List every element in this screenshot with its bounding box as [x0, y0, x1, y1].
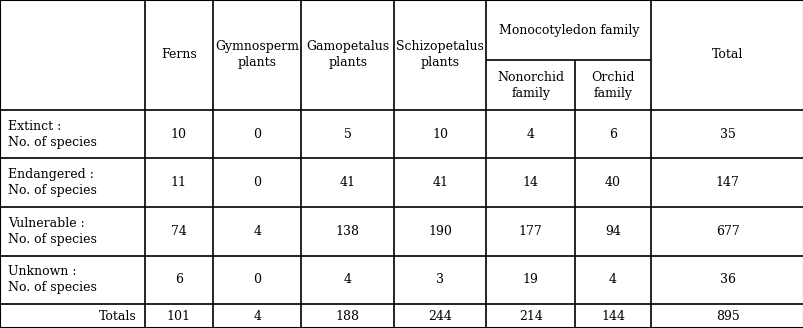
- Text: Unknown :
No. of species: Unknown : No. of species: [8, 265, 97, 294]
- Text: 0: 0: [253, 176, 261, 189]
- Text: 101: 101: [167, 310, 190, 322]
- Text: 214: 214: [518, 310, 542, 322]
- Text: Ferns: Ferns: [161, 49, 197, 61]
- Text: Monocotyledon family: Monocotyledon family: [498, 24, 638, 37]
- Text: 4: 4: [253, 225, 261, 238]
- Text: 895: 895: [715, 310, 739, 322]
- Text: 144: 144: [601, 310, 624, 322]
- Text: 0: 0: [253, 273, 261, 286]
- Text: Totals: Totals: [99, 310, 137, 322]
- Text: 14: 14: [522, 176, 538, 189]
- Text: 138: 138: [336, 225, 359, 238]
- Text: 190: 190: [428, 225, 451, 238]
- Text: 41: 41: [340, 176, 355, 189]
- Text: 3: 3: [436, 273, 443, 286]
- Text: 19: 19: [522, 273, 538, 286]
- Text: 74: 74: [171, 225, 186, 238]
- Text: 41: 41: [432, 176, 447, 189]
- Text: Vulnerable :
No. of species: Vulnerable : No. of species: [8, 217, 97, 246]
- Text: 0: 0: [253, 128, 261, 141]
- Text: 177: 177: [518, 225, 542, 238]
- Text: 11: 11: [171, 176, 186, 189]
- Text: 5: 5: [344, 128, 351, 141]
- Text: 10: 10: [171, 128, 186, 141]
- Text: Endangered :
No. of species: Endangered : No. of species: [8, 168, 97, 197]
- Text: 10: 10: [432, 128, 447, 141]
- Text: 35: 35: [719, 128, 735, 141]
- Text: Gamopetalus
plants: Gamopetalus plants: [306, 40, 389, 70]
- Text: 188: 188: [336, 310, 359, 322]
- Text: Extinct :
No. of species: Extinct : No. of species: [8, 120, 97, 149]
- Text: Schizopetalus
plants: Schizopetalus plants: [396, 40, 483, 70]
- Text: 4: 4: [344, 273, 351, 286]
- Text: 147: 147: [715, 176, 739, 189]
- Text: 4: 4: [253, 310, 261, 322]
- Text: 677: 677: [715, 225, 739, 238]
- Text: 6: 6: [609, 128, 616, 141]
- Text: Nonorchid
family: Nonorchid family: [496, 71, 564, 100]
- Text: 4: 4: [609, 273, 616, 286]
- Text: 94: 94: [605, 225, 620, 238]
- Text: 36: 36: [719, 273, 735, 286]
- Text: 40: 40: [605, 176, 620, 189]
- Text: Total: Total: [711, 49, 743, 61]
- Text: 6: 6: [175, 273, 182, 286]
- Text: Gymnosperm
plants: Gymnosperm plants: [215, 40, 299, 70]
- Text: 244: 244: [428, 310, 451, 322]
- Text: 4: 4: [526, 128, 534, 141]
- Text: Orchid
family: Orchid family: [590, 71, 634, 100]
